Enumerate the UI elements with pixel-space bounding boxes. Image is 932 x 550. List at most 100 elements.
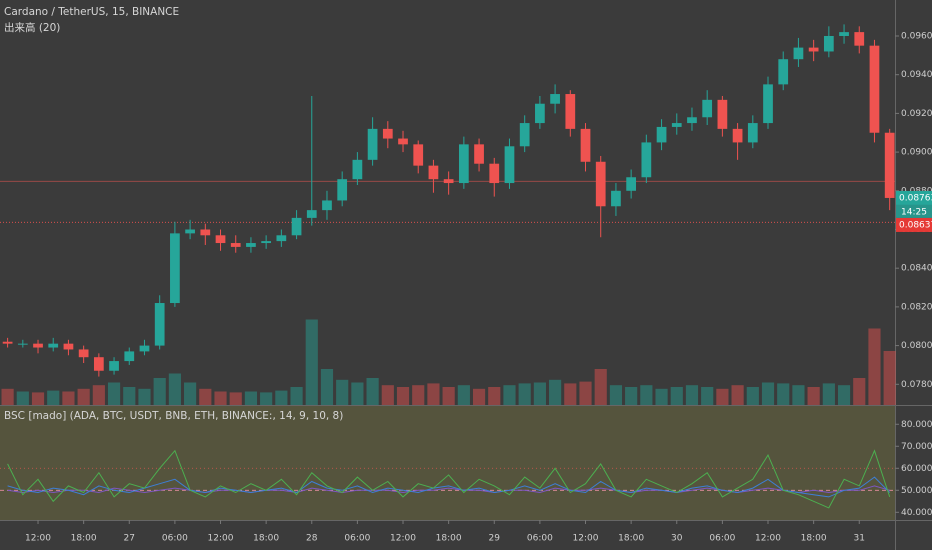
x-tick-label: 27	[124, 534, 135, 544]
candle-body	[823, 35, 834, 52]
countdown-label: 14:25	[901, 207, 927, 217]
candle-body	[93, 357, 104, 371]
volume-bar	[883, 351, 896, 405]
candle-body	[580, 128, 591, 162]
volume-bar	[396, 387, 410, 405]
candle-body	[398, 138, 408, 145]
candle-body	[382, 128, 393, 139]
candle-body	[246, 243, 256, 247]
candle-body	[413, 144, 424, 166]
volume-bar	[579, 381, 592, 405]
x-tick-label: 18:00	[618, 534, 644, 544]
volume-bar	[168, 373, 181, 405]
volume-bar	[853, 378, 866, 405]
volume-bar	[761, 382, 775, 405]
candle-body	[656, 126, 667, 143]
volume-bar	[1, 388, 14, 405]
volume-bar	[701, 387, 714, 405]
x-tick-label: 28	[306, 534, 318, 544]
volume-bar	[685, 385, 699, 405]
indicator-line	[7, 476, 891, 498]
candle-body	[2, 341, 13, 344]
candle-body	[230, 243, 241, 247]
candle-body	[489, 163, 500, 184]
candle-body	[261, 241, 272, 244]
volume-bar	[381, 385, 394, 405]
volume-bar	[305, 319, 318, 405]
candle-body	[306, 210, 317, 218]
x-tick-label: 06:00	[709, 534, 735, 544]
candle-body	[550, 94, 560, 104]
candle-body	[322, 200, 332, 211]
volume-bar	[549, 379, 562, 405]
volume-bar	[594, 369, 607, 405]
volume-bar	[153, 378, 166, 405]
x-tick-label: 06:00	[344, 534, 370, 544]
x-tick-label: 06:00	[527, 534, 553, 544]
volume-bar	[275, 390, 288, 405]
volume-bar	[336, 379, 349, 405]
volume-bar	[31, 392, 45, 405]
candle-body	[641, 142, 652, 178]
x-tick-label: 12:00	[755, 534, 781, 544]
volume-bar	[503, 385, 516, 405]
volume-bar	[138, 388, 151, 405]
candle-body	[869, 45, 880, 133]
candle-body	[33, 343, 43, 348]
candle-body	[17, 343, 28, 345]
candle-body	[504, 146, 515, 184]
candle-body	[78, 349, 89, 358]
volume-bar	[746, 387, 759, 405]
volume-bar	[609, 385, 623, 405]
candle-body	[428, 165, 439, 180]
candle-body	[778, 59, 789, 85]
x-tick-label: 18:00	[71, 534, 97, 544]
volume-bar	[655, 388, 668, 405]
x-tick-label: 18:00	[801, 534, 827, 544]
chart-title: Cardano / TetherUS, 15, BINANCE	[4, 6, 179, 18]
x-tick-label: 18:00	[436, 534, 462, 544]
price-pane	[0, 24, 896, 405]
candle-body	[793, 47, 804, 60]
candle-body	[458, 144, 469, 184]
candle-body	[611, 190, 621, 207]
volume-bar	[229, 392, 242, 405]
volume-bar	[731, 385, 744, 405]
x-tick-label: 12:00	[390, 534, 416, 544]
volume-bar	[62, 391, 75, 405]
candle-body	[276, 235, 287, 242]
x-tick-label: 12:00	[208, 534, 234, 544]
axes: 0.078000.080000.082000.084000.086000.088…	[25, 31, 932, 544]
candle-body	[352, 159, 363, 180]
volume-bar	[77, 388, 90, 405]
volume-bar	[107, 382, 121, 405]
y-tick-label: 60.00000	[901, 464, 932, 474]
volume-bar	[92, 385, 105, 405]
candle-body	[443, 179, 454, 184]
candle-body	[626, 177, 637, 191]
volume-bar	[807, 387, 820, 405]
volume-bar	[777, 383, 790, 405]
volume-bar	[792, 385, 805, 405]
candle-body	[139, 345, 150, 352]
countdown-tag	[896, 204, 932, 218]
volume-bar	[427, 383, 440, 405]
candle-body	[702, 99, 713, 118]
alert-price-tag	[896, 217, 932, 232]
candle-body	[808, 47, 819, 52]
volume-bar	[518, 383, 531, 405]
volume-bar	[214, 391, 227, 405]
indicator-title: BSC [mado] (ADA, BTC, USDT, BNB, ETH, BI…	[4, 410, 343, 422]
y-tick-label: 40.00000	[901, 508, 932, 518]
candle-body	[732, 128, 743, 143]
x-tick-label: 06:00	[162, 534, 188, 544]
volume-bar	[366, 378, 379, 405]
last-price-label: 0.08763	[899, 193, 932, 203]
volume-bar	[184, 382, 197, 405]
volume-bar	[533, 382, 546, 405]
y-tick-label: 80.00000	[901, 420, 932, 430]
